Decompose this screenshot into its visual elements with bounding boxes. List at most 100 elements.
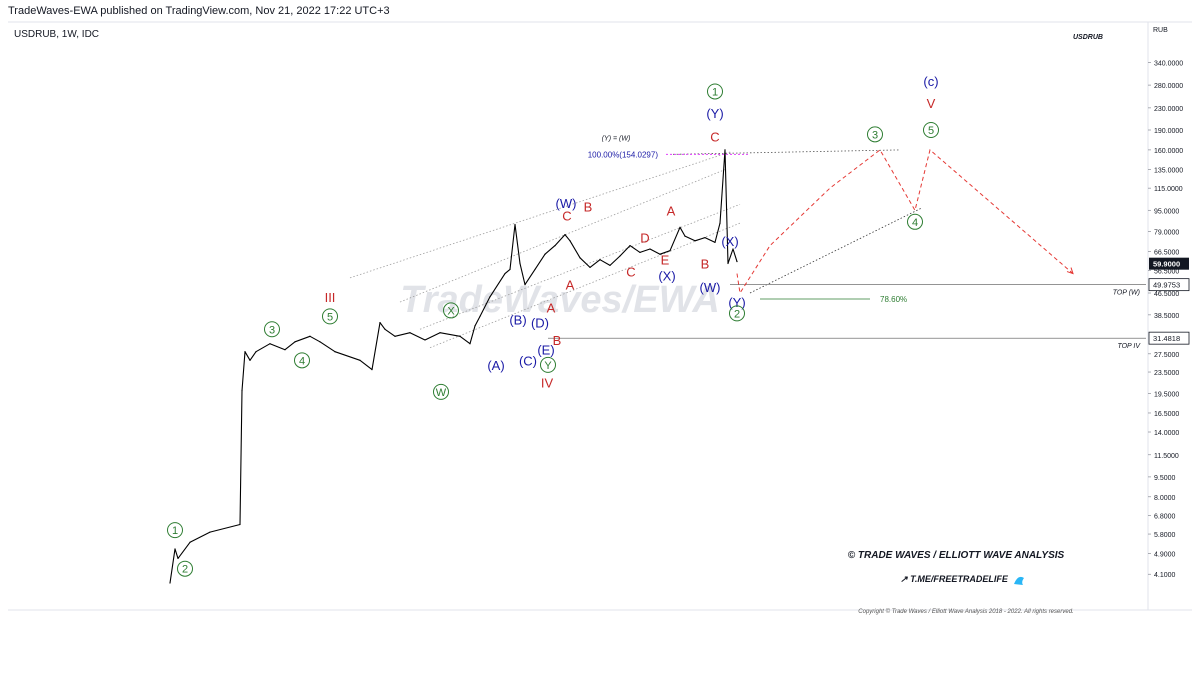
wave-label: (D) [531,316,549,331]
symbol-label[interactable]: USDRUB, 1W, IDC [14,29,100,40]
wave-label: (c) [923,74,938,89]
y-tick-label: 8.0000 [1154,495,1176,502]
branding-title: © TRADE WAVES / ELLIOTT WAVE ANALYSIS [848,550,1065,561]
price-point [569,240,571,242]
wave-label: (A) [487,358,504,373]
wave-label: A [566,278,575,293]
price-point [514,223,516,226]
channel-line [419,203,741,330]
ratio-annotation: (Y) = (W) [602,135,631,142]
price-point [241,390,243,392]
y-tick-label: 46.5000 [1154,291,1179,298]
y-tick-label: 135.0000 [1154,168,1183,175]
price-point [504,272,506,275]
price-point [309,335,311,337]
wave-label: (Y) [706,106,723,121]
price-point [544,253,546,255]
wave-label: C [710,129,719,144]
wave-label: 3 [269,324,275,336]
y-tick-label: 11.5000 [1154,453,1179,460]
wave-label-circle [177,560,193,577]
y-tick-label: 230.0000 [1154,106,1183,113]
wave-label: 3 [872,129,878,141]
price-point [269,343,271,345]
forecast-arrowhead [1066,267,1074,275]
branding-link: ↗ T.ME/FREETRADELIFE [900,574,1009,584]
price-label-badge [1148,278,1190,292]
price-point [189,541,191,543]
wave-label: X [447,305,455,317]
copyright-text: Copyright © Trade Waves / Elliott Wave A… [858,608,1073,615]
wave-label: B [584,200,593,215]
price-point [564,233,566,236]
wave-label: 4 [912,217,918,229]
current-price-label: 59.9000 [1153,260,1180,269]
price-point [736,260,738,263]
wave-label: 4 [299,355,305,367]
y-tick-label: 6.8000 [1154,514,1176,521]
price-point [509,268,511,271]
y-tick-label: 4.9000 [1154,552,1176,559]
wave-label: A [667,203,676,218]
wave-label: IV [541,375,554,390]
target-level-label: 100.00%(154.0297) [588,150,659,159]
channel-line [399,169,726,303]
price-point [684,235,686,237]
price-point [294,341,296,343]
wave-label: Y [544,360,552,372]
corner-symbol-label: USDRUB [1073,34,1103,41]
wave-label: 2 [734,308,740,320]
wave-label: C [562,208,571,223]
wave-label: 2 [182,564,188,576]
price-point [384,328,386,330]
price-point [704,237,706,239]
price-label: 49.9753 [1153,281,1180,290]
wave-label: (B) [509,312,526,327]
top-iv-label: TOP IV [1117,343,1141,350]
wave-label: A [547,301,556,316]
forecast-path [736,148,1074,295]
price-point [209,531,211,533]
wave-label: B [701,256,710,271]
price-point [639,251,641,254]
wave-label-circle [294,352,310,369]
y-tick-label: 95.0000 [1154,208,1179,215]
price-point [554,245,556,247]
y-tick-label: 5.8000 [1154,532,1176,539]
y-tick-label: 14.0000 [1154,430,1179,437]
support-trend-line [749,207,923,294]
price-point [719,222,721,224]
wave-label: (W) [556,196,577,211]
y-tick-label: 19.5000 [1154,392,1179,399]
y-tick-label: 66.5000 [1154,250,1179,257]
y-tick-label: 56.5000 [1154,268,1179,275]
price-point [334,351,336,353]
y-tick-label: 280.0000 [1154,83,1183,90]
wave-label-circle [707,83,723,100]
wave-label: (X) [658,269,675,284]
wave-label-circle [923,122,939,139]
y-tick-label: 190.0000 [1154,128,1183,135]
price-point [255,351,257,353]
wave-label: E [661,253,670,268]
price-point [169,582,171,584]
wave-label: D [640,231,649,246]
y-tick-label: 340.0000 [1154,61,1183,68]
wave-label: (W) [700,280,721,295]
wave-label: (Y) [728,295,745,310]
wave-label-circle [867,126,883,143]
wave-label: (X) [721,234,738,249]
wave-label: (C) [519,353,537,368]
price-point [174,548,176,550]
y-tick-label: 38.5000 [1154,313,1179,320]
price-point [177,557,179,560]
price-point [489,296,491,298]
channel-line [349,150,733,279]
wave-label-circle [729,305,745,322]
price-point [409,332,411,334]
price-line [169,149,738,584]
y-tick-label: 160.0000 [1154,148,1183,155]
price-point [534,268,536,271]
wave-label-circle [264,321,280,338]
